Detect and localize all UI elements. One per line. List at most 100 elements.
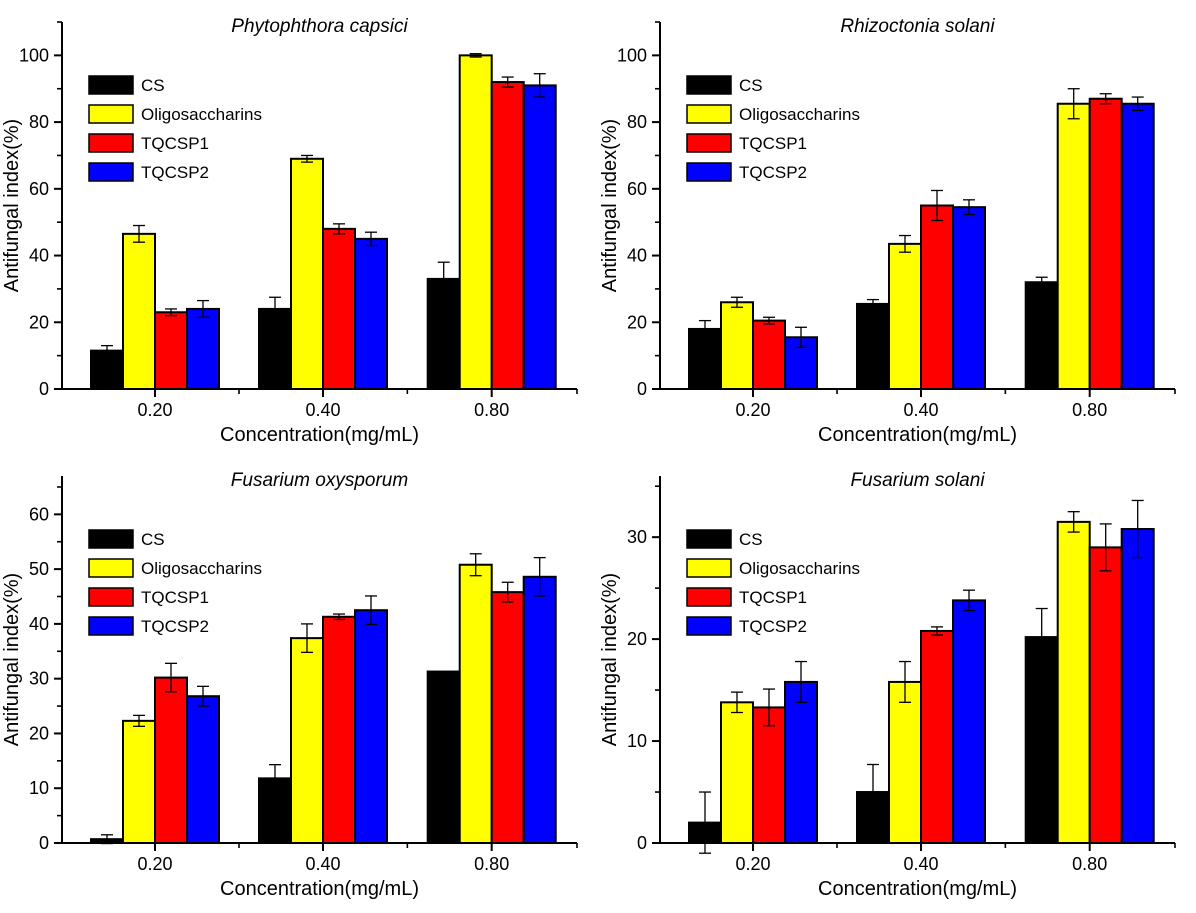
x-tick-label: 0.40 xyxy=(903,854,938,874)
error-bar-TQCSP2-0.20 xyxy=(197,299,209,318)
error-bar-CS-0.40 xyxy=(269,296,281,322)
error-bar-Oligosaccharins-0.40 xyxy=(899,660,911,703)
legend-label-TQCSP2: TQCSP2 xyxy=(739,163,807,182)
x-tick-label: 0.80 xyxy=(1072,400,1107,420)
bar-TQCSP2-0.80 xyxy=(1120,528,1155,844)
error-bar-CS-0.40 xyxy=(867,763,879,821)
y-tick-label: 10 xyxy=(29,778,49,798)
bar-TQCSP1-0.80 xyxy=(490,81,525,391)
y-tick-label: 100 xyxy=(617,45,647,65)
x-tick-label: 0.40 xyxy=(305,854,340,874)
error-bar-CS-0.20 xyxy=(699,319,711,338)
legend-swatch-Oligosaccharins xyxy=(686,104,732,124)
error-bar-Oligosaccharins-0.20 xyxy=(731,296,743,308)
bar-TQCSP2-0.80 xyxy=(1120,102,1155,390)
error-bar-TQCSP1-0.20 xyxy=(165,308,177,317)
x-tick-label: 0.20 xyxy=(137,400,172,420)
y-tick-label: 10 xyxy=(627,731,647,751)
bar-CS-0.20 xyxy=(90,349,124,390)
x-axis-label: Concentration(mg/mL) xyxy=(220,424,419,446)
bar-TQCSP2-0.40 xyxy=(952,206,986,390)
error-bar-Oligosaccharins-0.40 xyxy=(301,623,313,654)
y-tick-label: 0 xyxy=(637,379,647,399)
error-bar-TQCSP1-0.40 xyxy=(931,626,943,636)
legend: CS Oligosaccharins TQCSP1 TQCSP2 xyxy=(686,75,860,182)
error-bar-TQCSP2-0.40 xyxy=(365,231,377,247)
legend-label-CS: CS xyxy=(141,76,165,95)
y-axis-label: Antifungal index(%) xyxy=(1,119,23,292)
x-axis-label: Concentration(mg/mL) xyxy=(818,878,1017,900)
bar-TQCSP1-0.40 xyxy=(322,227,356,390)
legend-label-TQCSP2: TQCSP2 xyxy=(739,617,807,636)
error-bar-Oligosaccharins-0.20 xyxy=(133,714,145,727)
bar-Oligosaccharins-0.20 xyxy=(122,232,156,390)
x-tick-label: 0.80 xyxy=(474,400,509,420)
error-bar-Oligosaccharins-0.80 xyxy=(469,53,482,58)
y-tick-label: 60 xyxy=(29,504,49,524)
bar-Oligosaccharins-0.20 xyxy=(122,719,156,844)
y-tick-label: 80 xyxy=(627,112,647,132)
y-tick-label: 40 xyxy=(627,246,647,266)
legend-swatch-CS xyxy=(686,529,732,549)
y-tick-label: 0 xyxy=(39,833,49,853)
y-tick-label: 20 xyxy=(29,723,49,743)
error-bar-TQCSP2-0.40 xyxy=(365,595,377,626)
bar-TQCSP1-0.80 xyxy=(1088,97,1123,391)
error-bar-CS-0.40 xyxy=(867,298,879,309)
error-bar-TQCSP2-0.40 xyxy=(963,589,975,612)
error-bar-TQCSP2-0.80 xyxy=(533,556,546,597)
bar-CS-0.80 xyxy=(426,277,461,390)
legend-label-TQCSP2: TQCSP2 xyxy=(141,163,209,182)
y-tick-label: 20 xyxy=(627,629,647,649)
error-bar-CS-0.80 xyxy=(1035,607,1048,667)
bar-CS-0.80 xyxy=(1024,636,1059,844)
y-tick-label: 20 xyxy=(627,312,647,332)
legend-swatch-CS xyxy=(686,75,732,95)
error-bar-TQCSP2-0.80 xyxy=(1131,96,1144,112)
bar-TQCSP1-0.20 xyxy=(154,311,188,391)
chart-title: Rhizoctonia solani xyxy=(840,16,995,37)
bar-chart-rhizoctonia-solani: 0 20 40 60 80 100 0.20 0.40 0.80 Rhizoctonia sola… xyxy=(599,16,1176,446)
legend-swatch-Oligosaccharins xyxy=(88,104,134,124)
y-axis-label: Antifungal index(%) xyxy=(599,119,621,292)
error-bar-TQCSP1-0.40 xyxy=(931,189,943,222)
error-bar-TQCSP1-0.80 xyxy=(1099,93,1112,105)
error-bar-Oligosaccharins-0.80 xyxy=(1067,511,1080,533)
panel-fusarium-solani: 0 10 20 30 0.20 0.40 0.80 Fusarium solani Concen… xyxy=(598,454,1196,908)
y-tick-label: 80 xyxy=(29,112,49,132)
error-bar-TQCSP2-0.20 xyxy=(197,685,209,707)
error-bar-TQCSP2-0.20 xyxy=(795,326,807,348)
error-bar-TQCSP1-0.40 xyxy=(333,223,345,235)
x-tick-label: 0.40 xyxy=(305,400,340,420)
bar-Oligosaccharins-0.20 xyxy=(720,301,754,390)
bar-TQCSP1-0.20 xyxy=(752,706,786,844)
legend-label-CS: CS xyxy=(141,530,165,549)
error-bar-Oligosaccharins-0.40 xyxy=(899,234,911,253)
x-tick-label: 0.20 xyxy=(137,854,172,874)
error-bar-TQCSP1-0.80 xyxy=(1099,523,1112,572)
bar-Oligosaccharins-0.40 xyxy=(888,242,922,390)
bar-TQCSP1-0.20 xyxy=(154,676,188,844)
x-axis-label: Concentration(mg/mL) xyxy=(818,424,1017,446)
legend-label-Oligosaccharins: Oligosaccharins xyxy=(739,105,860,124)
bar-TQCSP2-0.40 xyxy=(354,609,388,844)
bar-TQCSP2-0.20 xyxy=(186,695,220,844)
legend-swatch-TQCSP1 xyxy=(686,587,732,607)
error-bar-TQCSP2-0.80 xyxy=(1131,499,1144,559)
error-bar-TQCSP1-0.40 xyxy=(333,613,345,621)
x-tick-label: 0.40 xyxy=(903,400,938,420)
bar-TQCSP2-0.20 xyxy=(784,680,818,844)
error-bar-Oligosaccharins-0.40 xyxy=(301,154,313,163)
error-bar-Oligosaccharins-0.20 xyxy=(731,691,743,714)
y-tick-label: 30 xyxy=(627,527,647,547)
bar-TQCSP2-0.80 xyxy=(522,84,557,391)
bar-TQCSP1-0.40 xyxy=(920,629,954,844)
bar-Oligosaccharins-0.40 xyxy=(888,680,922,844)
error-bar-CS-0.80 xyxy=(1035,276,1048,288)
bar-TQCSP1-0.80 xyxy=(1088,546,1123,844)
x-tick-label: 0.80 xyxy=(474,854,509,874)
bar-chart-phytophthora-capsici: 0 20 40 60 80 100 0.20 0.40 0.80 Phytophthora cap… xyxy=(1,16,578,446)
chart-title: Phytophthora capsici xyxy=(231,16,408,37)
legend-label-TQCSP2: TQCSP2 xyxy=(141,617,209,636)
